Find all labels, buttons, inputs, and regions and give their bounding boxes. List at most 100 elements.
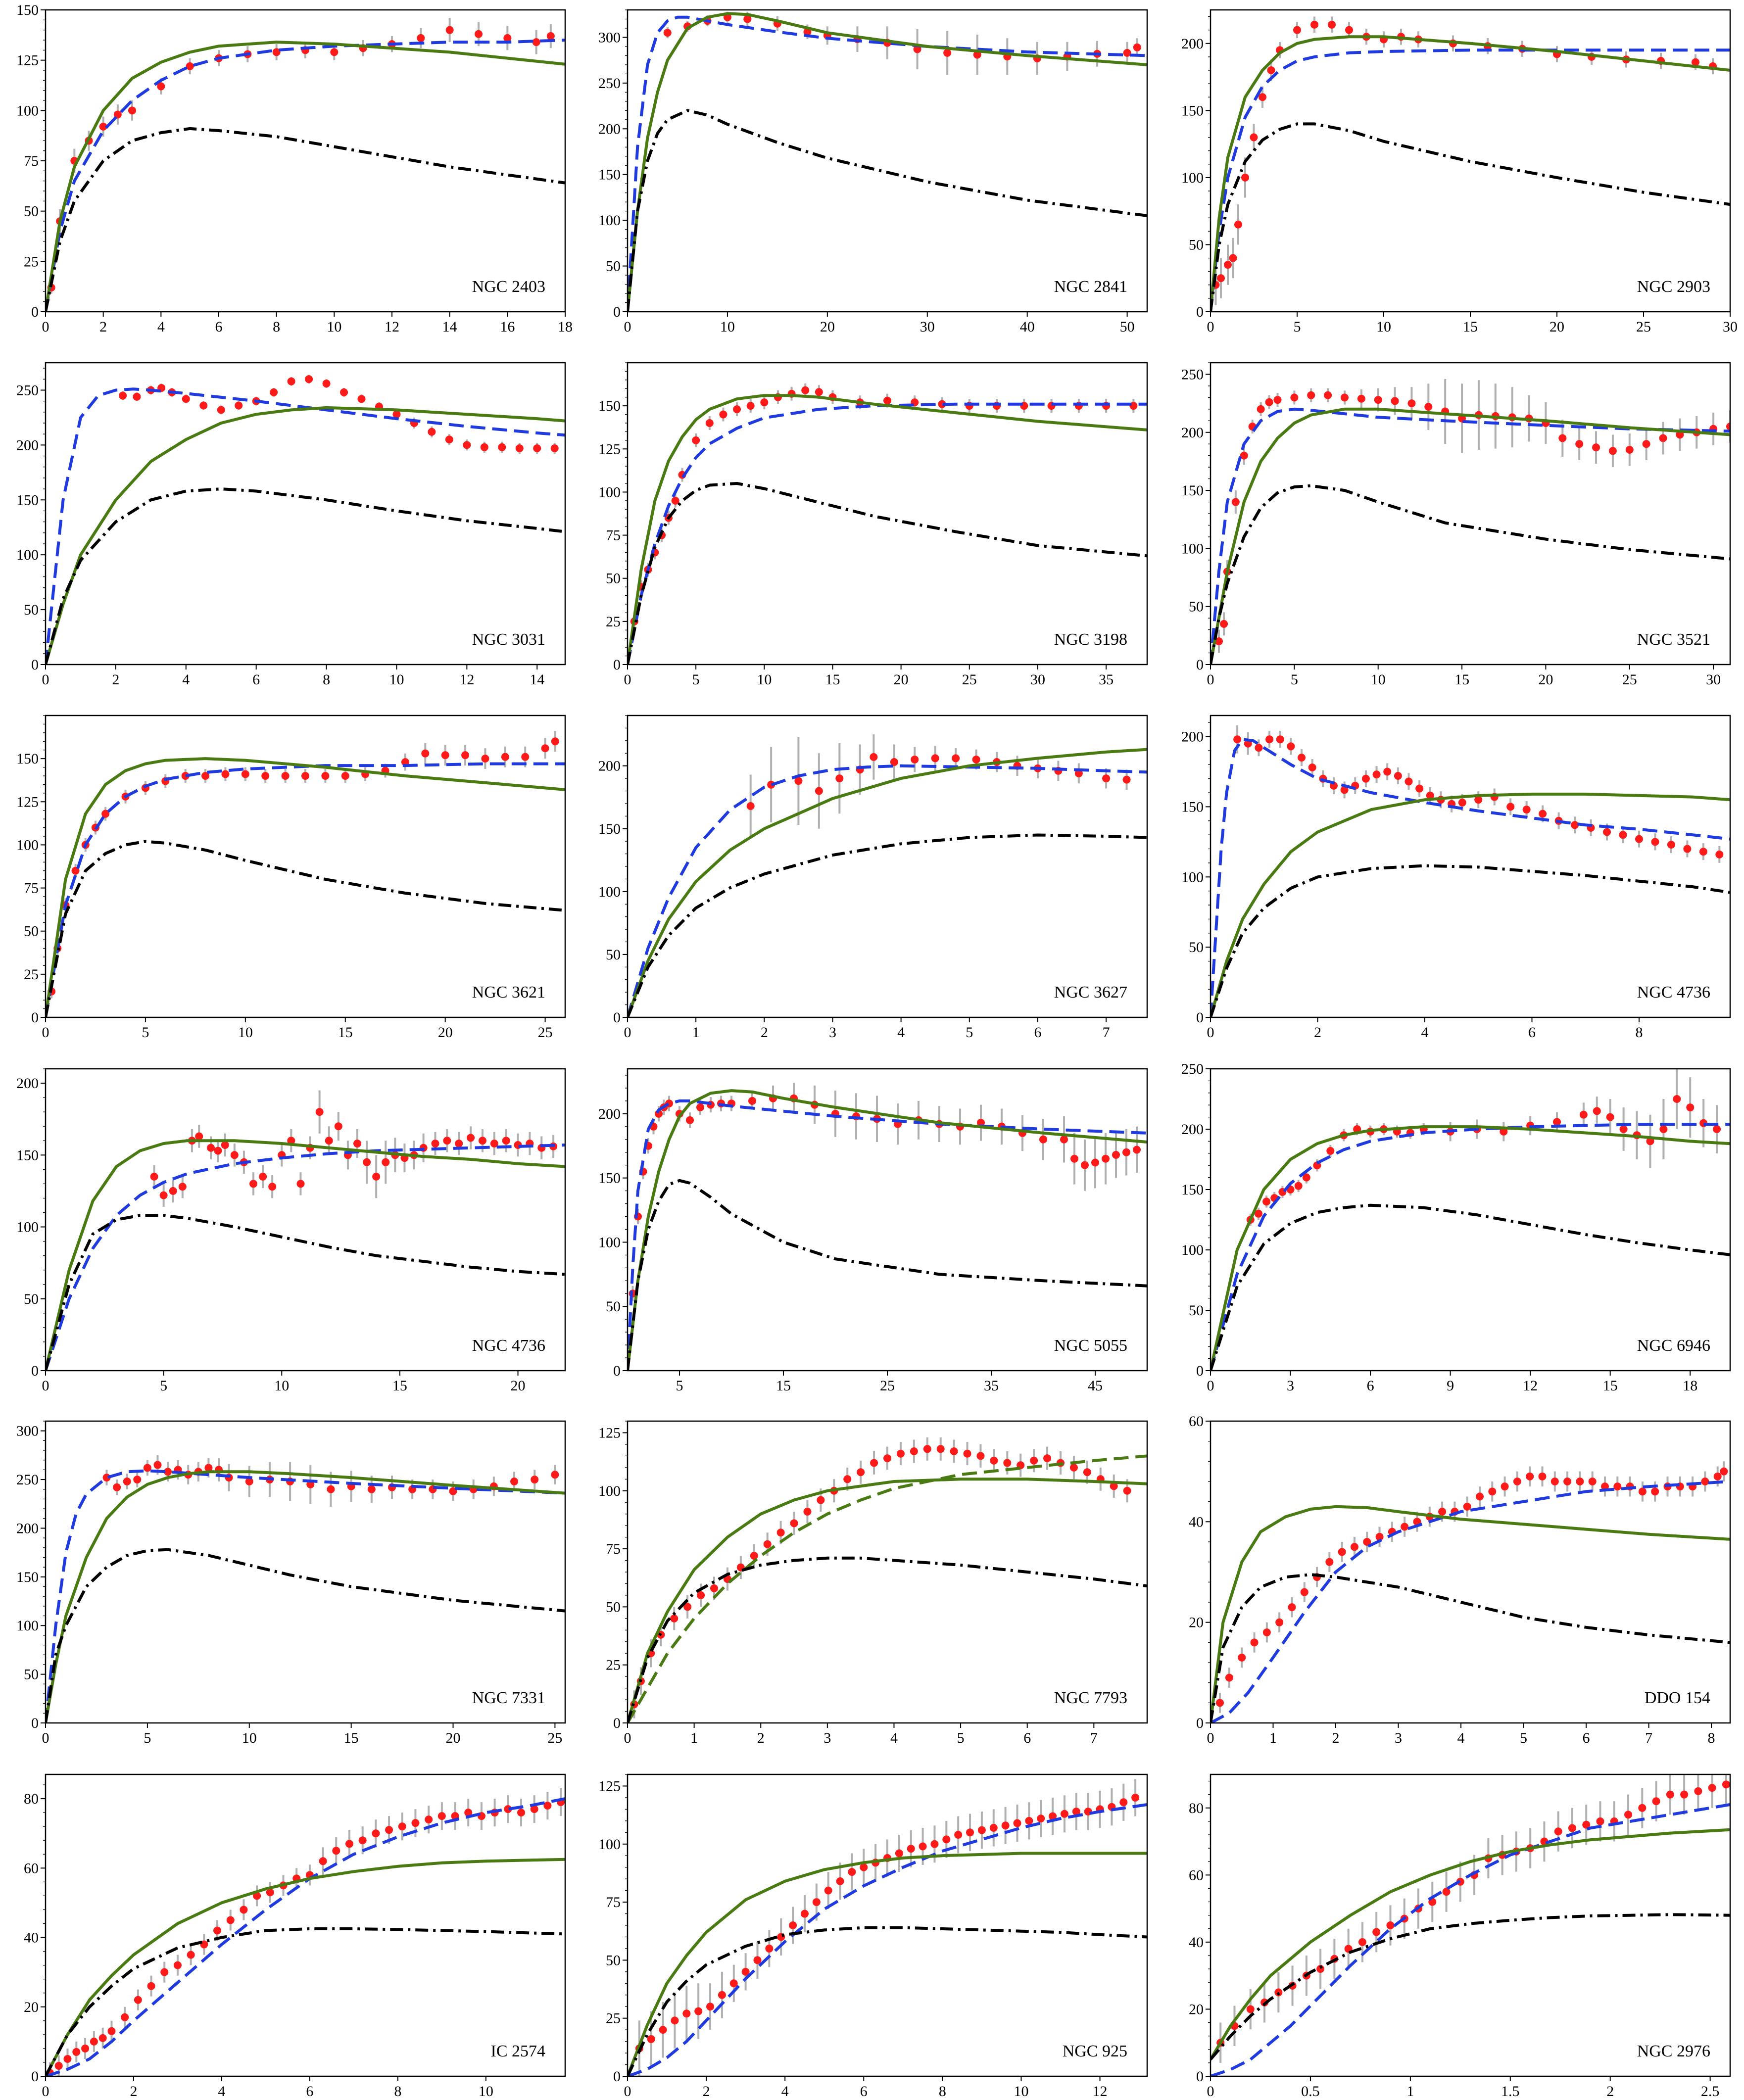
data-point bbox=[340, 388, 348, 396]
data-point bbox=[1582, 1820, 1591, 1829]
data-point bbox=[214, 1146, 222, 1155]
x-tick-label: 2 bbox=[757, 1730, 765, 1746]
data-point bbox=[1596, 1817, 1604, 1825]
plot-area bbox=[46, 18, 565, 312]
y-tick-label: 50 bbox=[1189, 237, 1204, 253]
data-point bbox=[870, 1459, 878, 1467]
data-point bbox=[671, 496, 679, 505]
data-point bbox=[358, 1836, 367, 1845]
x-tick-label: 50 bbox=[1120, 319, 1135, 335]
y-tick-label: 150 bbox=[598, 821, 621, 837]
data-point bbox=[1361, 774, 1370, 783]
series-dashed-line bbox=[46, 387, 565, 665]
x-tick-label: 2 bbox=[1314, 1024, 1321, 1041]
data-point bbox=[157, 82, 165, 91]
data-point bbox=[63, 2054, 72, 2063]
x-tick-label: 25 bbox=[1622, 671, 1637, 688]
x-tick-label: 2 bbox=[1332, 1730, 1340, 1746]
data-point bbox=[475, 30, 483, 38]
y-tick-label: 75 bbox=[606, 1894, 621, 1910]
data-point bbox=[1405, 777, 1413, 786]
x-tick-label: 0 bbox=[1207, 2083, 1214, 2100]
y-tick-label: 40 bbox=[1189, 1934, 1204, 1951]
x-tick-label: 30 bbox=[1723, 319, 1738, 335]
x-tick-label: 7 bbox=[1645, 1730, 1652, 1746]
series-solid-line bbox=[46, 757, 565, 1017]
data-point bbox=[501, 753, 509, 761]
data-point bbox=[443, 1137, 451, 1145]
series-dashed-line bbox=[46, 1144, 565, 1371]
panel-title: NGC 2903 bbox=[1637, 278, 1710, 296]
x-tick-label: 30 bbox=[1030, 671, 1045, 688]
x-tick-label: 20 bbox=[446, 1730, 461, 1746]
data-point bbox=[682, 2009, 691, 2018]
y-tick-label: 25 bbox=[24, 253, 39, 270]
x-tick-label: 25 bbox=[962, 671, 977, 688]
data-point bbox=[1254, 1209, 1262, 1218]
data-point bbox=[692, 436, 700, 444]
data-point bbox=[696, 1103, 704, 1111]
data-point bbox=[1488, 1487, 1497, 1496]
data-point bbox=[942, 1835, 951, 1844]
data-point bbox=[230, 1151, 239, 1159]
data-point bbox=[1257, 405, 1265, 413]
data-point bbox=[1579, 1110, 1588, 1119]
data-point bbox=[1386, 1921, 1395, 1929]
data-point bbox=[199, 401, 208, 410]
x-tick-label: 2 bbox=[99, 319, 107, 335]
data-point bbox=[240, 1906, 248, 1914]
y-tick-label: 75 bbox=[606, 527, 621, 544]
series-dashdot-line bbox=[46, 1927, 565, 2076]
data-point bbox=[1438, 1508, 1447, 1516]
data-point bbox=[977, 1826, 986, 1834]
chart-panel: 0 1 2 3 4 5 6 7 0 25 50 75 100 125 NGC 7793 bbox=[598, 1420, 1148, 1746]
data-point bbox=[896, 1449, 905, 1458]
data-point bbox=[1501, 1482, 1509, 1491]
x-tick-label: 6 bbox=[306, 2083, 313, 2100]
data-point bbox=[1345, 26, 1353, 34]
data-point bbox=[455, 1140, 463, 1148]
data-point bbox=[296, 1180, 305, 1188]
data-point bbox=[803, 1508, 812, 1516]
data-point bbox=[1307, 391, 1315, 399]
data-point bbox=[1652, 1797, 1660, 1806]
data-point bbox=[1238, 1653, 1246, 1662]
plot-area bbox=[628, 734, 1147, 1017]
y-tick-label: 50 bbox=[1189, 939, 1204, 955]
panel-title: NGC 7331 bbox=[472, 1689, 545, 1707]
data-point bbox=[1122, 775, 1131, 784]
data-point bbox=[1659, 1125, 1668, 1133]
y-tick-label: 0 bbox=[31, 657, 39, 673]
x-tick-label: 0 bbox=[624, 671, 631, 688]
data-point bbox=[478, 1137, 486, 1145]
data-point bbox=[463, 441, 471, 449]
plot-area bbox=[628, 1779, 1147, 2076]
data-point bbox=[1651, 1487, 1659, 1496]
x-tick-label: 0 bbox=[42, 2083, 49, 2100]
y-tick-label: 20 bbox=[1189, 1615, 1204, 1631]
data-point bbox=[1576, 1478, 1584, 1485]
data-point bbox=[270, 388, 278, 396]
x-tick-label: 40 bbox=[1020, 319, 1035, 335]
y-tick-label: 100 bbox=[598, 212, 621, 229]
x-tick-label: 5 bbox=[676, 1378, 683, 1394]
data-point bbox=[315, 1108, 324, 1116]
y-tick-label: 0 bbox=[613, 1715, 621, 1731]
data-point bbox=[671, 2016, 679, 2025]
data-point bbox=[1558, 434, 1567, 442]
data-point bbox=[1651, 838, 1659, 846]
data-point bbox=[1625, 445, 1634, 454]
y-tick-label: 80 bbox=[24, 1791, 39, 1807]
chart-panel: 0 2 4 6 8 10 12 14 16 18 0 25 50 75 100 125 150 NGC 2403 bbox=[16, 2, 573, 335]
series-solid-line bbox=[628, 394, 1147, 665]
data-point bbox=[517, 1809, 526, 1817]
panel-title: NGC 2976 bbox=[1637, 2042, 1710, 2060]
x-tick-label: 20 bbox=[1550, 319, 1564, 335]
data-point bbox=[883, 396, 891, 405]
data-point bbox=[253, 1892, 261, 1900]
data-point bbox=[121, 2013, 129, 2021]
data-point bbox=[1250, 1638, 1259, 1647]
data-point bbox=[1001, 1821, 1010, 1830]
data-point bbox=[1267, 66, 1275, 74]
x-tick-label: 2 bbox=[112, 671, 119, 688]
